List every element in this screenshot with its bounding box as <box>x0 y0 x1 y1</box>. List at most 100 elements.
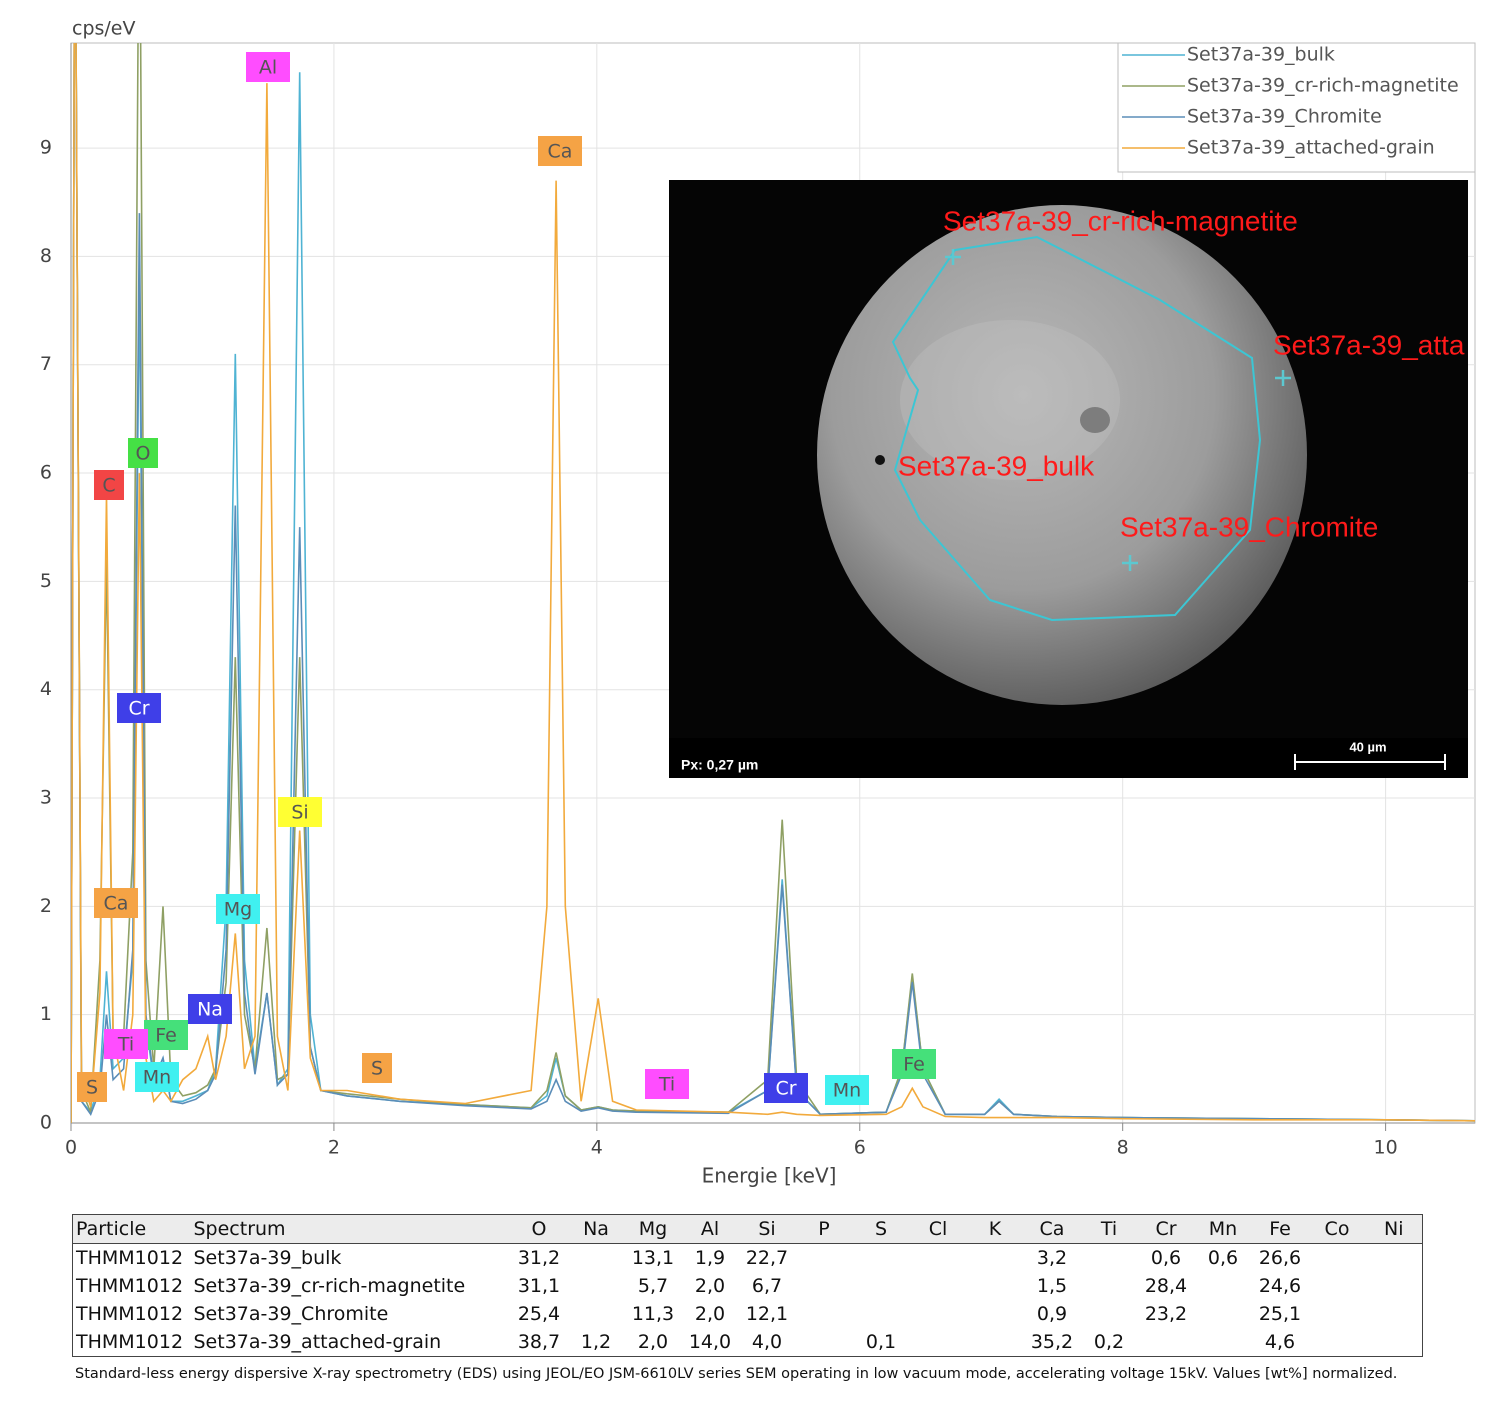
spectrum-line <box>71 43 1475 1123</box>
column-header: K <box>966 1214 1024 1244</box>
table-cell: THMM1012 <box>76 1331 184 1353</box>
table-cell <box>967 1328 1024 1357</box>
particle-hole <box>875 455 885 465</box>
table-cell <box>796 1300 853 1328</box>
table-cell <box>910 1244 967 1273</box>
element-label-box <box>135 1062 179 1092</box>
y-tick-label: 1 <box>40 1003 52 1025</box>
column-header: P <box>795 1214 853 1244</box>
scale-bar-label: 40 µm <box>1349 739 1386 754</box>
column-header: Si <box>738 1214 796 1244</box>
x-tick-label: 4 <box>591 1137 603 1159</box>
table-cell <box>1309 1272 1366 1300</box>
element-label: O <box>136 443 151 465</box>
table-cell: 0,9 <box>1036 1303 1068 1325</box>
y-tick-label: 7 <box>40 353 52 375</box>
table-cell: 6,7 <box>751 1275 783 1297</box>
table-cell <box>1309 1244 1366 1273</box>
table-cell: 22,7 <box>745 1247 789 1269</box>
table-cell <box>1081 1300 1138 1328</box>
table-row: THMM1012 Set37a-39_cr-rich-magnetite 31,1 5… <box>73 1272 1423 1300</box>
table-cell: 3,2 <box>1036 1247 1068 1269</box>
column-header: Mg <box>624 1214 682 1244</box>
table-cell: 0,6 <box>1150 1247 1182 1269</box>
column-header: S <box>852 1214 910 1244</box>
table-cell: 23,2 <box>1144 1303 1188 1325</box>
element-label-box <box>128 438 158 468</box>
element-label-box <box>825 1075 869 1105</box>
column-header: O <box>510 1214 568 1244</box>
table-cell: 26,6 <box>1258 1247 1302 1269</box>
table-cell <box>853 1272 910 1300</box>
element-label: Ti <box>658 1074 675 1096</box>
y-tick-label: 4 <box>40 678 52 700</box>
element-label: Fe <box>903 1054 925 1076</box>
element-label-box <box>188 994 232 1024</box>
table-cell: Set37a-39_attached-grain <box>193 1331 442 1353</box>
spectrum-line <box>71 43 1475 1123</box>
table-row: THMM1012 Set37a-39_attached-grain 38,7 1,2 2… <box>73 1328 1423 1357</box>
table-cell: 28,4 <box>1144 1275 1188 1297</box>
element-label-box <box>94 470 124 500</box>
spot-label: Set37a-39_Chromite <box>1120 511 1378 542</box>
element-label: Ca <box>548 141 573 163</box>
column-header: Mn <box>1194 1214 1252 1244</box>
y-tick-label: 8 <box>40 245 52 267</box>
element-label: Mn <box>833 1080 861 1102</box>
element-label: S <box>86 1077 98 1099</box>
table-row: THMM1012 Set37a-39_bulk 31,2 13,1 1,9 22,7 3,2… <box>73 1244 1423 1273</box>
table-cell: 4,6 <box>1264 1331 1296 1353</box>
table-cell <box>796 1244 853 1273</box>
table-cell: 1,9 <box>694 1247 726 1269</box>
spot-marker <box>1122 555 1138 571</box>
table-cell <box>1081 1244 1138 1273</box>
x-tick-label: 8 <box>1117 1137 1129 1159</box>
table-cell <box>910 1328 967 1357</box>
table-cell: 38,7 <box>517 1331 561 1353</box>
table-cell: 2,0 <box>637 1331 669 1353</box>
table-cell: 11,3 <box>631 1303 675 1325</box>
element-label-box <box>246 52 290 82</box>
table-cell <box>568 1244 625 1273</box>
table-cell: Set37a-39_bulk <box>193 1247 342 1269</box>
table-cell: 31,2 <box>517 1247 561 1269</box>
table-cell <box>796 1328 853 1357</box>
spot-label: Set37a-39_atta <box>1273 329 1465 360</box>
table-cell: 5,7 <box>637 1275 669 1297</box>
particle <box>817 205 1307 705</box>
column-header: Particle <box>72 1214 191 1244</box>
table-cell <box>1366 1272 1423 1300</box>
column-header: Na <box>567 1214 625 1244</box>
x-tick-label: 2 <box>328 1137 340 1159</box>
element-label: Cr <box>128 698 149 720</box>
table-cell: THMM1012 <box>76 1275 184 1297</box>
element-label: Mg <box>224 899 252 921</box>
y-tick-label: 6 <box>40 462 52 484</box>
table-cell <box>568 1300 625 1328</box>
legend-label: Set37a-39_attached-grain <box>1187 137 1435 159</box>
element-label: Ca <box>104 893 129 915</box>
table-cell <box>853 1244 910 1273</box>
table-cell: 14,0 <box>688 1331 732 1353</box>
element-label: Si <box>291 802 308 824</box>
table-cell <box>1195 1300 1252 1328</box>
table-cell: 2,0 <box>694 1275 726 1297</box>
table-cell: 0,1 <box>865 1331 897 1353</box>
table-cell <box>1366 1300 1423 1328</box>
table-cell <box>853 1300 910 1328</box>
table-cell <box>568 1272 625 1300</box>
element-label: S <box>371 1058 383 1080</box>
legend-box <box>1117 42 1476 173</box>
scale-bar <box>1294 754 1446 770</box>
y-tick-label: 0 <box>40 1112 52 1134</box>
analysis-region <box>891 235 1262 622</box>
table-cell: 13,1 <box>631 1247 675 1269</box>
table-cell: 1,2 <box>580 1331 612 1353</box>
y-axis-label: cps/eV <box>72 18 136 40</box>
element-label-box <box>645 1069 689 1099</box>
legend-label: Set37a-39_cr-rich-magnetite <box>1187 75 1459 97</box>
element-label: Ti <box>117 1034 134 1056</box>
y-tick-label: 5 <box>40 570 52 592</box>
element-label-box <box>362 1053 392 1083</box>
